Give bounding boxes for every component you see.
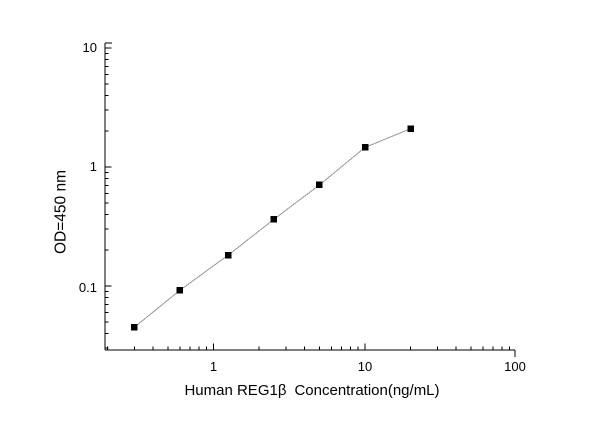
svg-text:0.1: 0.1: [79, 280, 97, 295]
svg-text:100: 100: [504, 359, 526, 374]
svg-text:10: 10: [358, 359, 372, 374]
svg-text:1: 1: [210, 359, 217, 374]
svg-text:10: 10: [83, 40, 97, 55]
svg-text:1: 1: [90, 159, 97, 174]
svg-text:OD=450 nm: OD=450 nm: [53, 170, 70, 254]
